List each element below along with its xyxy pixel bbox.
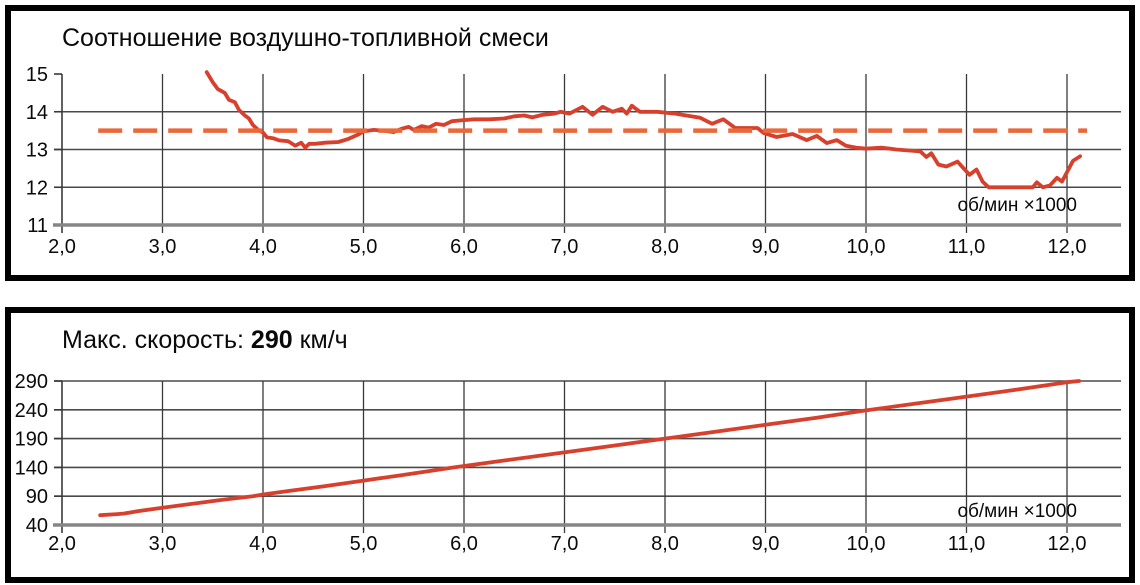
max-speed-title-prefix: Макс. скорость: (62, 326, 251, 354)
max-speed-value: 290 (250, 326, 293, 354)
max-speed-title-suffix: км/ч (292, 326, 348, 354)
max-speed-chart-title: Макс. скорость: 290 км/ч (62, 326, 348, 355)
afr-x-axis-unit-label: об/мин ×1000 (957, 195, 1077, 216)
speed-x-axis-unit-label: об/мин ×1000 (957, 501, 1077, 522)
afr-chart-title: Соотношение воздушно-топливной смеси (62, 24, 549, 52)
